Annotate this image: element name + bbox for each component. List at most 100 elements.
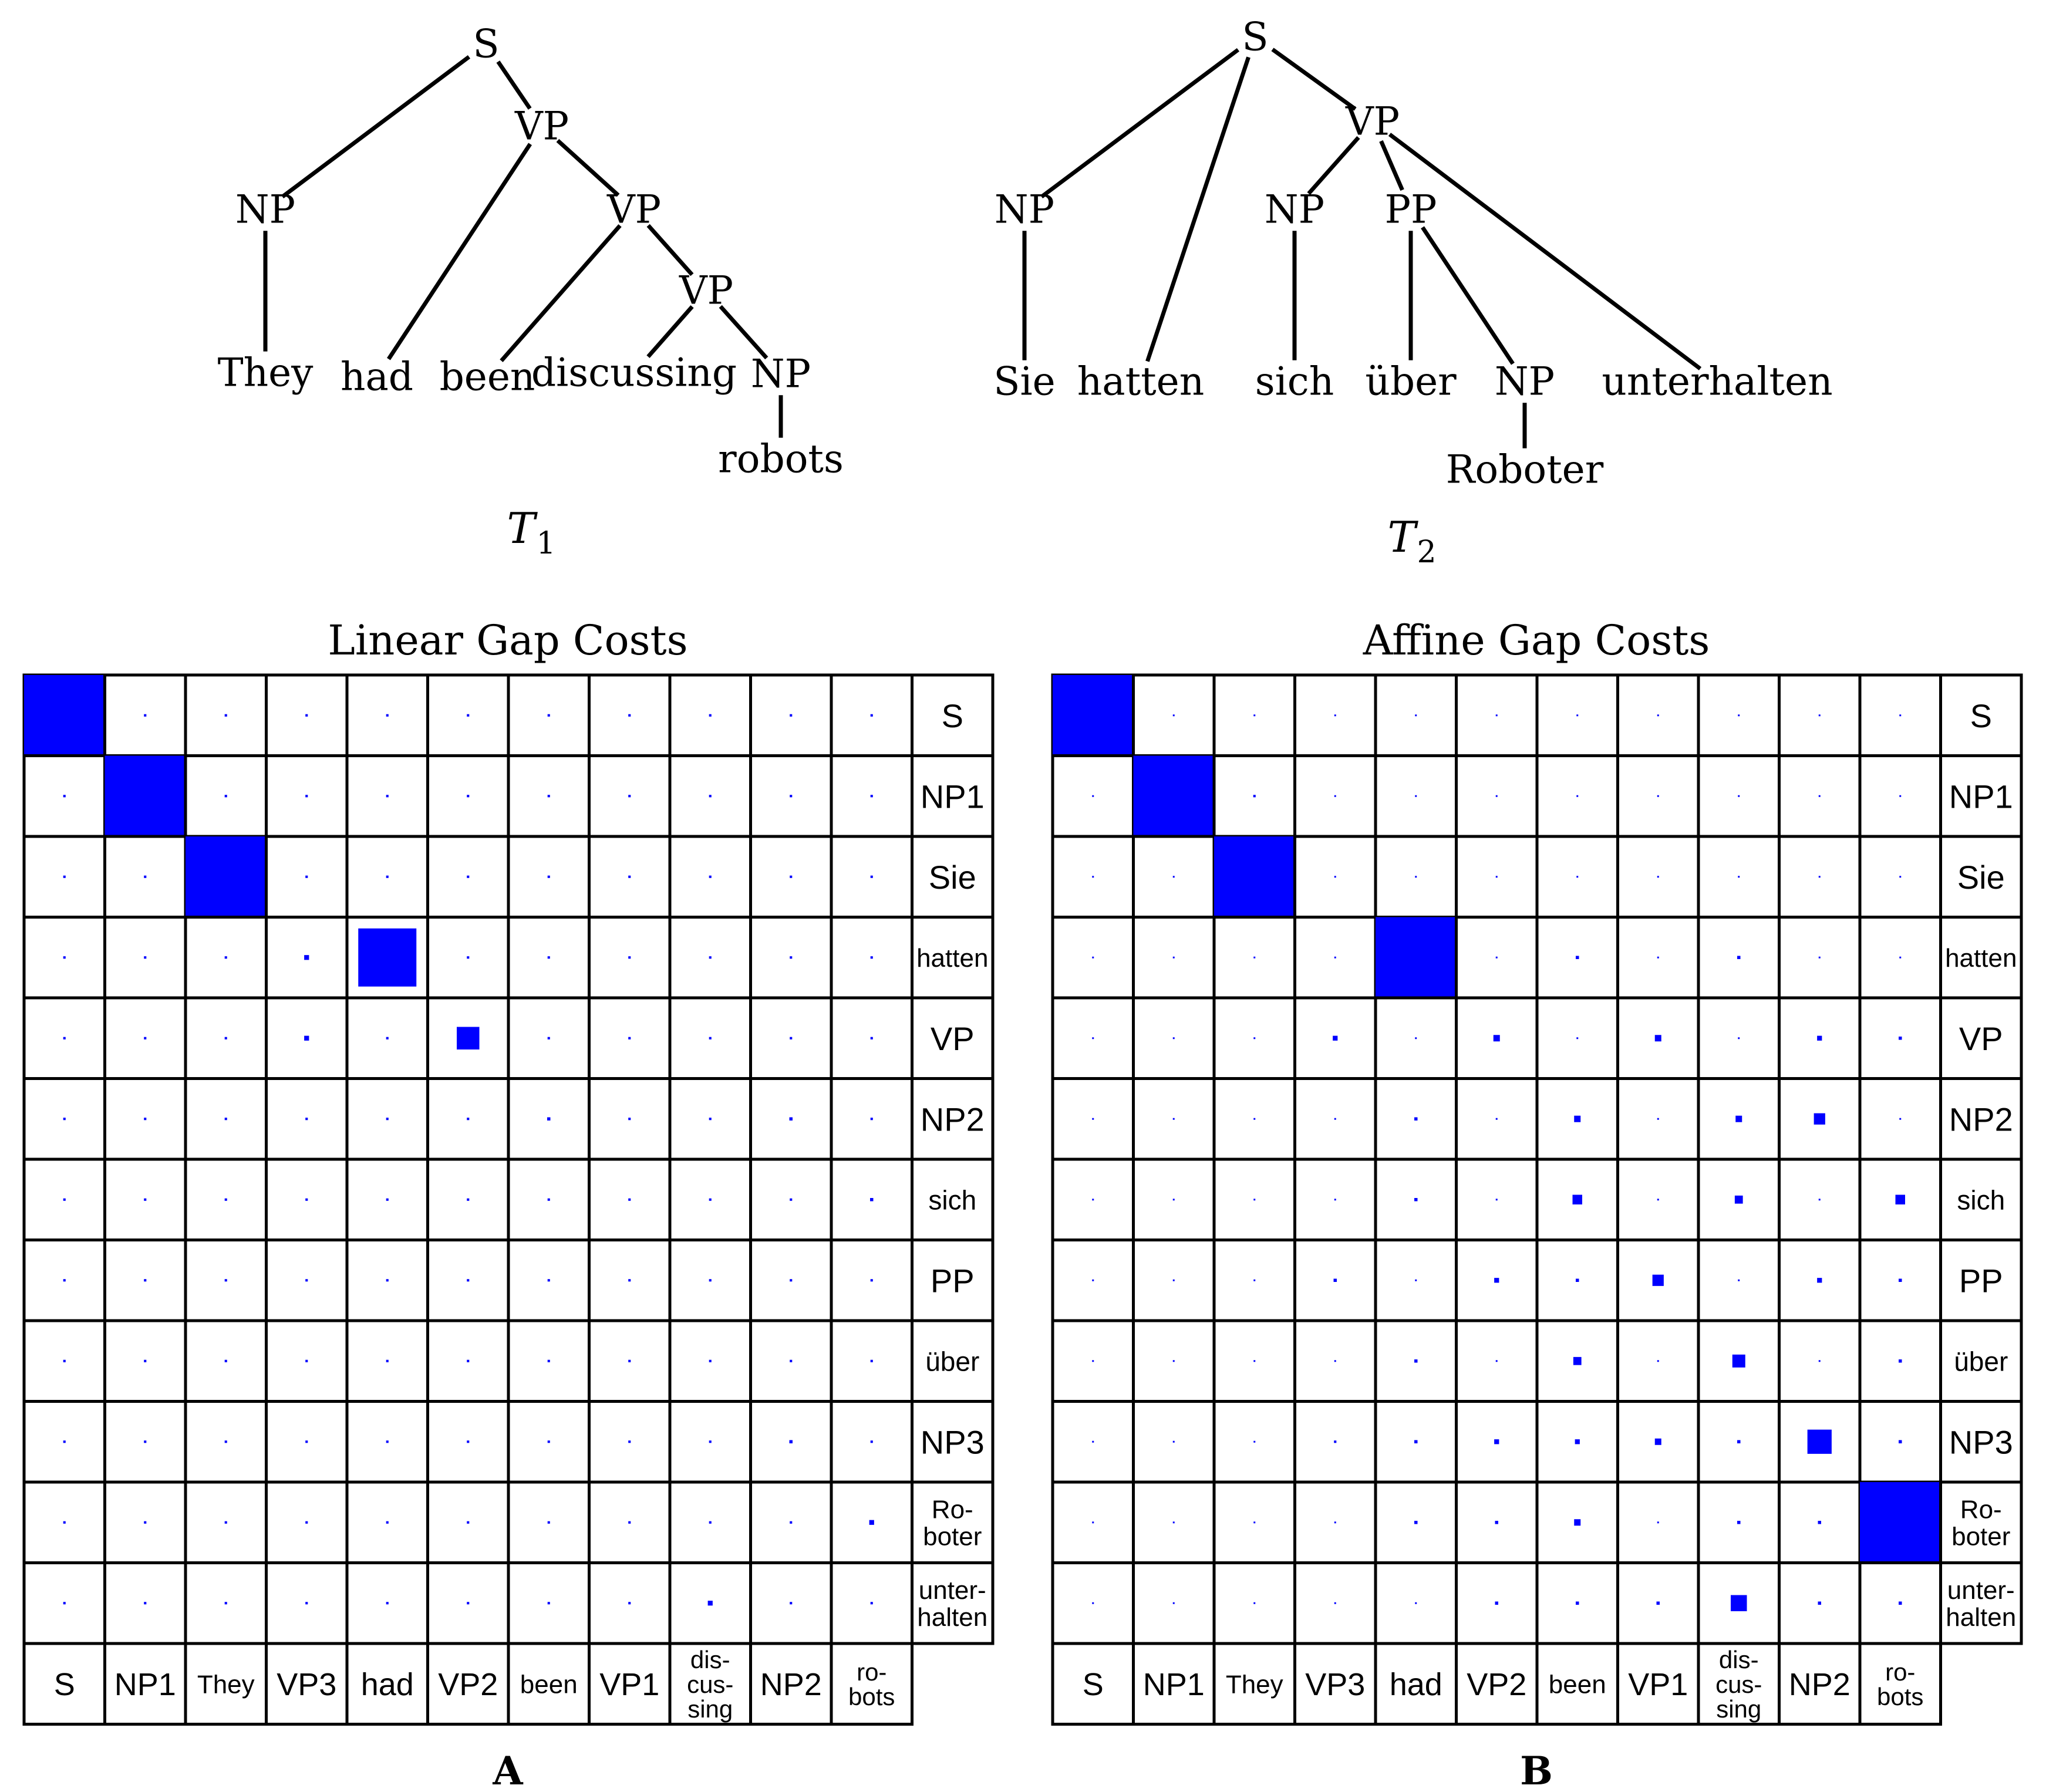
linear-weight-mark bbox=[144, 1440, 147, 1443]
linear-weight-mark bbox=[144, 714, 147, 717]
linear-weight-mark bbox=[63, 1118, 66, 1121]
linear-weight-mark bbox=[547, 795, 550, 798]
linear-weight-mark bbox=[709, 1521, 712, 1524]
linear-weight-mark bbox=[144, 875, 147, 878]
affine-weight-mark bbox=[1172, 876, 1175, 878]
affine-weight-mark bbox=[1657, 876, 1659, 878]
linear-weight-mark bbox=[144, 1279, 147, 1282]
tree-t1-caption-subscript: 1 bbox=[536, 526, 555, 561]
affine-weight-mark bbox=[1495, 1118, 1498, 1120]
affine-weight-mark bbox=[1818, 1360, 1821, 1362]
affine-weight-mark bbox=[1333, 1278, 1337, 1282]
tree-t2-node-vp: VP bbox=[1345, 99, 1400, 144]
linear-weight-mark bbox=[707, 1601, 713, 1606]
linear-weight-mark bbox=[467, 1521, 470, 1524]
affine-weight-mark bbox=[1899, 1440, 1902, 1443]
affine-weight-mark bbox=[1334, 1602, 1336, 1604]
affine-weight-mark bbox=[1092, 1199, 1094, 1201]
affine-row-label-cell bbox=[1939, 835, 2023, 919]
linear-col-label: had bbox=[361, 1667, 414, 1702]
affine-weight-mark bbox=[1657, 1360, 1659, 1362]
linear-weight-mark bbox=[386, 1279, 389, 1282]
linear-weight-mark bbox=[63, 1440, 66, 1443]
linear-row-label: VP bbox=[931, 1020, 975, 1057]
linear-weight-mark bbox=[305, 1521, 308, 1524]
tree-t2-edge bbox=[1040, 48, 1240, 199]
tree-t2-caption: T2 bbox=[1387, 512, 1436, 570]
affine-weight-mark bbox=[1253, 1521, 1256, 1524]
affine-weight-mark bbox=[1656, 1601, 1660, 1605]
tree-t2-node-s: S bbox=[1242, 14, 1268, 59]
affine-weight-mark bbox=[1214, 836, 1295, 917]
affine-weight-mark bbox=[1495, 1199, 1498, 1201]
affine-weight-mark bbox=[1253, 1199, 1256, 1201]
linear-weight-mark bbox=[547, 1521, 550, 1524]
linear-row-label: hatten bbox=[916, 944, 988, 973]
linear-weight-mark bbox=[790, 1521, 793, 1524]
affine-weight-mark bbox=[1414, 1521, 1418, 1524]
affine-weight-mark bbox=[1172, 1602, 1175, 1604]
linear-weight-mark bbox=[144, 1198, 147, 1201]
affine-weight-mark bbox=[1494, 1278, 1499, 1283]
linear-weight-mark bbox=[547, 1117, 551, 1121]
linear-row-label-cell bbox=[911, 1561, 995, 1645]
tree-t2-node-unterhalten: unterhalten bbox=[1602, 359, 1832, 404]
affine-weight-mark bbox=[1334, 1360, 1336, 1362]
affine-weight-mark bbox=[1899, 1359, 1902, 1363]
affine-weight-mark bbox=[1817, 1278, 1822, 1283]
linear-weight-mark bbox=[628, 875, 631, 878]
tree-t1-edge bbox=[719, 305, 768, 360]
affine-weight-mark bbox=[1576, 795, 1579, 797]
affine-row-label-cell bbox=[1939, 1157, 2023, 1241]
linear-weight-mark bbox=[628, 795, 631, 798]
linear-row-label-cell bbox=[911, 1157, 995, 1241]
affine-weight-mark bbox=[1654, 1035, 1661, 1042]
linear-weight-mark bbox=[305, 1602, 308, 1605]
affine-weight-mark bbox=[1818, 876, 1821, 878]
affine-weight-mark bbox=[1657, 1118, 1659, 1120]
affine-col-label: cus- bbox=[1715, 1670, 1762, 1698]
affine-col-label: had bbox=[1390, 1667, 1442, 1702]
linear-weight-mark bbox=[467, 956, 470, 959]
affine-weight-mark bbox=[1334, 876, 1336, 878]
tree-t1-node-vp_a: VP bbox=[514, 103, 569, 149]
linear-weight-mark bbox=[467, 795, 470, 798]
affine-weight-mark bbox=[1495, 714, 1498, 717]
linear-col-label: S bbox=[54, 1667, 75, 1702]
affine-col-label: S bbox=[1083, 1667, 1104, 1702]
affine-row-label-cell bbox=[1939, 1319, 2023, 1403]
linear-weight-mark bbox=[358, 928, 417, 987]
linear-weight-mark bbox=[870, 1602, 873, 1605]
tree-t2-edge bbox=[1421, 226, 1515, 365]
linear-weight-mark bbox=[144, 956, 147, 959]
linear-weight-mark bbox=[224, 1521, 227, 1524]
affine-col-label: NP1 bbox=[1143, 1667, 1205, 1702]
affine-col-label: VP1 bbox=[1628, 1667, 1688, 1702]
affine-panel-letter: B bbox=[1520, 1748, 1553, 1792]
linear-weight-mark bbox=[467, 1440, 470, 1443]
affine-col-label: dis- bbox=[1719, 1646, 1759, 1673]
affine-weight-mark bbox=[1576, 1601, 1579, 1605]
linear-weight-mark bbox=[224, 1440, 227, 1443]
linear-weight-mark bbox=[386, 1440, 389, 1443]
linear-weight-mark bbox=[144, 1359, 147, 1362]
affine-weight-mark bbox=[1734, 1195, 1743, 1204]
tree-t2-node-roboter: Roboter bbox=[1446, 447, 1604, 492]
affine-weight-mark bbox=[1737, 956, 1741, 959]
linear-weight-mark bbox=[224, 1118, 227, 1121]
affine-weight-mark bbox=[1899, 714, 1902, 717]
linear-weight-mark bbox=[870, 714, 873, 717]
affine-weight-mark bbox=[1576, 1037, 1579, 1040]
affine-weight-mark bbox=[1092, 1037, 1094, 1040]
affine-row-label-cell bbox=[1939, 1400, 2023, 1484]
linear-weight-mark bbox=[628, 1359, 631, 1362]
affine-weight-mark bbox=[1333, 1035, 1338, 1041]
linear-row-label-cell bbox=[911, 1077, 995, 1161]
affine-weight-mark bbox=[1495, 795, 1498, 797]
linear-matrix-cell bbox=[749, 1238, 833, 1322]
linear-weight-mark bbox=[467, 1279, 470, 1282]
tree-t2-caption-subscript: 2 bbox=[1417, 535, 1436, 570]
linear-weight-mark bbox=[63, 1521, 66, 1524]
linear-weight-mark bbox=[305, 714, 308, 717]
linear-weight-mark bbox=[547, 714, 550, 717]
